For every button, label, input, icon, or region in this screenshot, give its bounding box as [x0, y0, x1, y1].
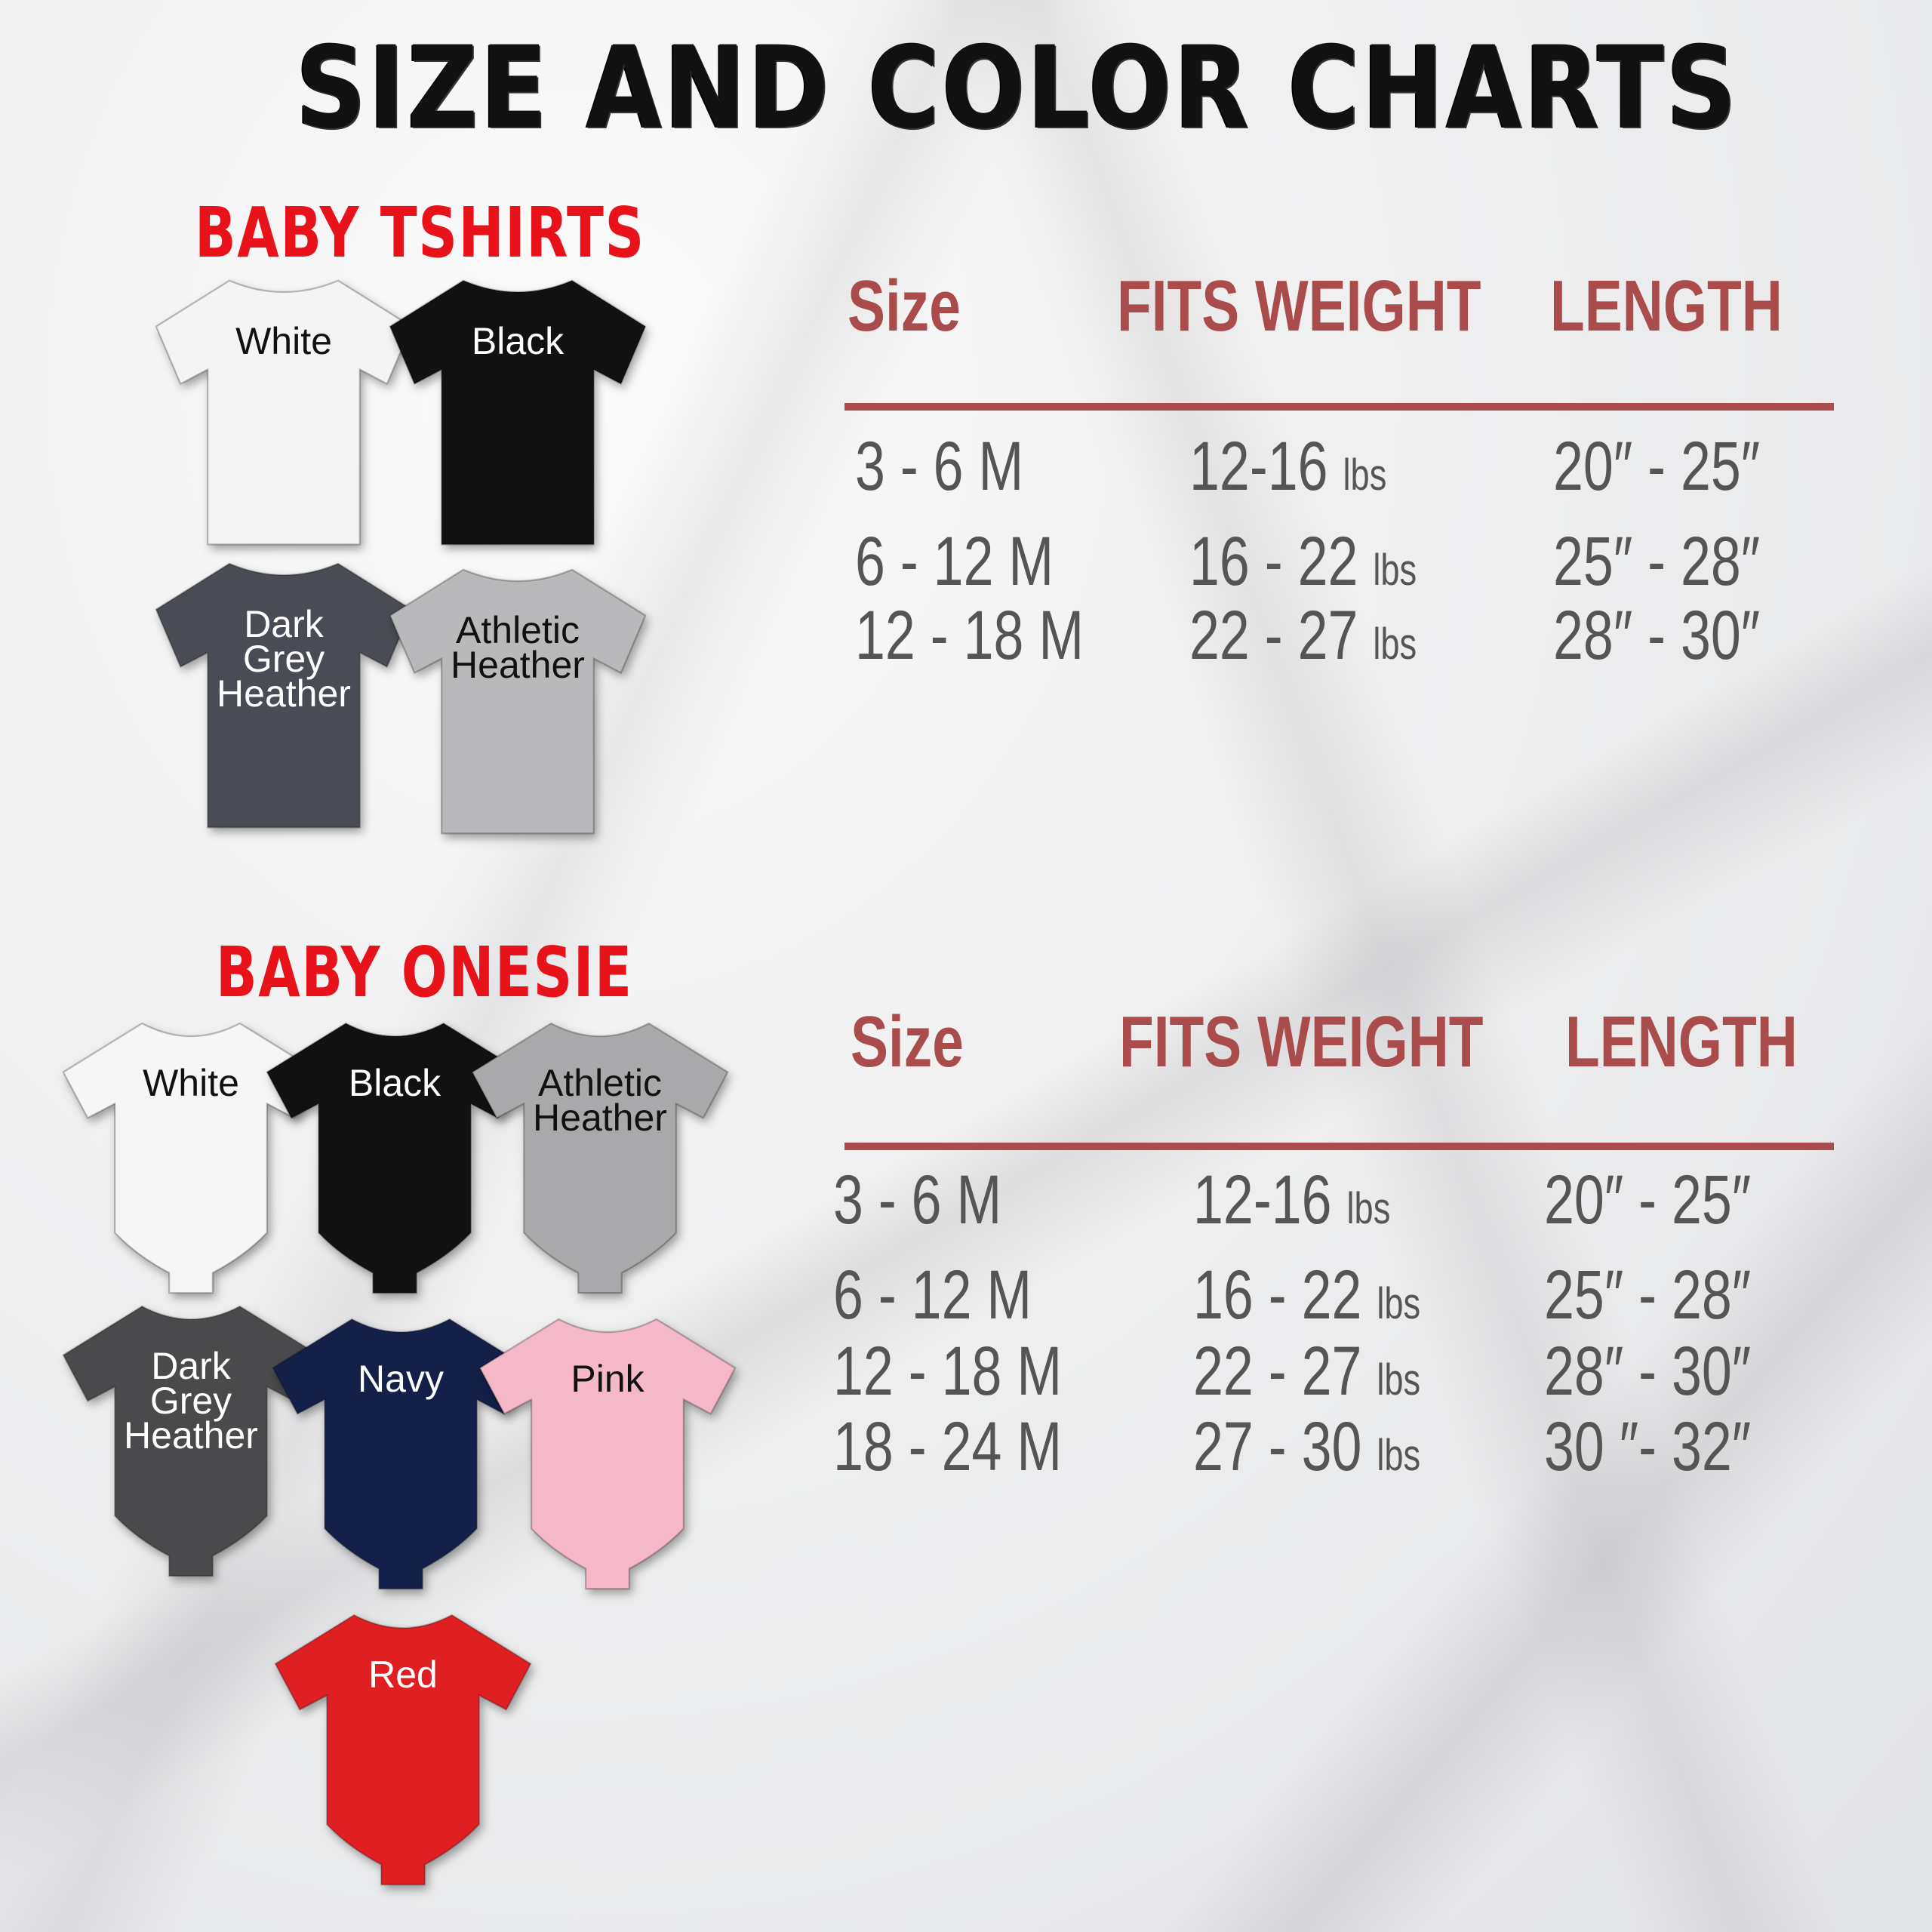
onesie-black: Black: [259, 1009, 531, 1296]
size-cell: 12 - 18 M: [833, 1337, 1062, 1406]
weight-cell: 12-16 lbs: [1189, 432, 1386, 501]
tshirt-black: Black: [382, 263, 654, 550]
onesie-red: Red: [267, 1601, 539, 1887]
onesie-navy: Navy: [265, 1305, 537, 1592]
size-value: 6 - 12 M: [855, 523, 1054, 600]
header-length: LENGTH: [1565, 1001, 1798, 1082]
size-value: 3 - 6 M: [855, 428, 1024, 505]
weight-value: 27 - 30: [1193, 1408, 1362, 1485]
weight-unit: lbs: [1346, 1184, 1391, 1233]
header-rule: [844, 1143, 1834, 1150]
onesie-icon: [62, 1022, 320, 1294]
page-title: SIZE AND COLOR CHARTS: [296, 23, 1740, 154]
length-cell: 25″ - 28″: [1544, 1260, 1751, 1330]
weight-value: 22 - 27: [1189, 597, 1358, 674]
tshirt-icon: [155, 562, 413, 829]
header-size: Size: [848, 266, 961, 346]
weight-value: 22 - 27: [1193, 1333, 1362, 1410]
onesie-dark-grey-heather: Dark Grey Heather: [55, 1292, 327, 1579]
weight-cell: 12-16 lbs: [1193, 1165, 1390, 1235]
size-cell: 18 - 24 M: [833, 1412, 1062, 1481]
color-label: Athletic Heather: [533, 1062, 667, 1139]
weight-unit: lbs: [1373, 620, 1417, 669]
size-cell: 3 - 6 M: [855, 432, 1023, 501]
onesie-icon: [266, 1022, 524, 1294]
weight-unit: lbs: [1343, 451, 1387, 500]
header-rule: [844, 403, 1834, 411]
header-size: Size: [851, 1001, 964, 1082]
size-value: 6 - 12 M: [833, 1257, 1032, 1334]
color-label: Athletic Heather: [451, 609, 585, 686]
length-cell: 20″ - 25″: [1544, 1165, 1751, 1235]
color-label: Navy: [358, 1358, 444, 1400]
onesie-athletic-heather: Athletic Heather: [464, 1009, 736, 1296]
tshirt-dark-grey-heather: Dark Grey Heather: [148, 546, 420, 833]
onesie-icon: [274, 1614, 532, 1886]
onesie-white: White: [55, 1009, 327, 1296]
size-cell: 3 - 6 M: [833, 1165, 1001, 1235]
weight-cell: 22 - 27 lbs: [1189, 601, 1417, 670]
tshirt-icon: [155, 279, 413, 546]
length-cell: 28″ - 30″: [1553, 601, 1760, 670]
size-value: 18 - 24 M: [833, 1408, 1063, 1485]
weight-value: 12-16: [1189, 428, 1328, 505]
onesie-icon: [471, 1022, 729, 1294]
length-value: 30 ″- 32″: [1544, 1408, 1752, 1485]
header-length: LENGTH: [1550, 266, 1783, 346]
header-weight: FITS WEIGHT: [1119, 1001, 1484, 1082]
length-cell: 25″ - 28″: [1553, 527, 1760, 596]
length-value: 28″ - 30″: [1553, 597, 1761, 674]
weight-unit: lbs: [1377, 1279, 1421, 1328]
weight-cell: 22 - 27 lbs: [1193, 1337, 1420, 1406]
size-value: 12 - 18 M: [855, 597, 1084, 674]
weight-unit: lbs: [1373, 546, 1417, 595]
length-value: 20″ - 25″: [1544, 1161, 1752, 1238]
weight-value: 16 - 22: [1189, 523, 1358, 600]
tshirt-icon: [389, 568, 647, 835]
color-label: Black: [471, 320, 565, 362]
length-value: 25″ - 28″: [1553, 523, 1761, 600]
color-label: Black: [348, 1062, 441, 1104]
color-label: White: [235, 320, 332, 362]
color-label: Dark Grey Heather: [217, 603, 351, 715]
tshirt-icon: [389, 279, 647, 546]
size-cell: 6 - 12 M: [855, 527, 1054, 596]
tshirt-white: White: [148, 263, 420, 550]
tshirts-heading: BABY TSHIRTS: [195, 192, 645, 273]
onesie-pink: Pink: [472, 1305, 743, 1592]
length-value: 28″ - 30″: [1544, 1333, 1752, 1410]
color-label: Pink: [571, 1358, 645, 1400]
weight-cell: 16 - 22 lbs: [1193, 1260, 1420, 1330]
weight-unit: lbs: [1377, 1355, 1421, 1404]
color-label: White: [143, 1062, 239, 1104]
weight-cell: 16 - 22 lbs: [1189, 527, 1417, 596]
color-label: Dark Grey Heather: [124, 1345, 258, 1457]
tshirt-athletic-heather: Athletic Heather: [382, 552, 654, 839]
header-weight: FITS WEIGHT: [1117, 266, 1481, 346]
weight-cell: 27 - 30 lbs: [1193, 1412, 1420, 1481]
onesie-icon: [478, 1318, 737, 1590]
weight-value: 16 - 22: [1193, 1257, 1362, 1334]
weight-value: 12-16: [1193, 1161, 1332, 1238]
onesie-icon: [62, 1305, 320, 1577]
onesies-heading: BABY ONESIE: [216, 932, 633, 1013]
size-value: 3 - 6 M: [833, 1161, 1002, 1238]
color-label: Red: [368, 1654, 438, 1696]
size-value: 12 - 18 M: [833, 1333, 1063, 1410]
size-cell: 12 - 18 M: [855, 601, 1084, 670]
onesie-icon: [272, 1318, 530, 1590]
weight-unit: lbs: [1377, 1431, 1421, 1480]
length-cell: 20″ - 25″: [1553, 432, 1760, 501]
length-cell: 30 ″- 32″: [1544, 1412, 1751, 1481]
length-value: 25″ - 28″: [1544, 1257, 1752, 1334]
length-value: 20″ - 25″: [1553, 428, 1761, 505]
length-cell: 28″ - 30″: [1544, 1337, 1751, 1406]
size-cell: 6 - 12 M: [833, 1260, 1032, 1330]
